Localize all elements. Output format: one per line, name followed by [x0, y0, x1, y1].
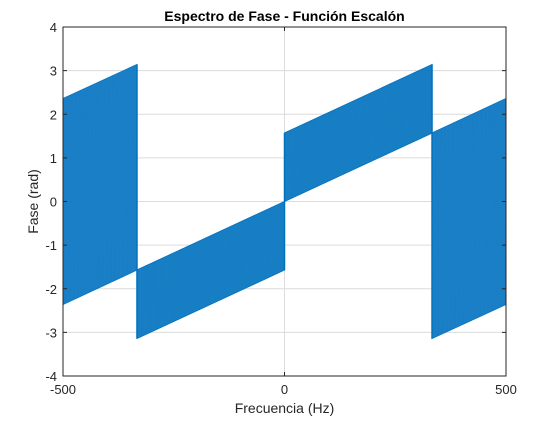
- y-tick-label-1: -3: [45, 325, 57, 340]
- y-tick-label-3: -1: [45, 238, 57, 253]
- ticks: -4 -3 -2 -1 0 1 2 3 4 -500 0 500: [45, 20, 516, 397]
- x-tick-label-2: 500: [495, 382, 517, 397]
- y-tick-label-4: 0: [50, 195, 57, 210]
- x-tick-label-1: 0: [281, 382, 288, 397]
- y-tick-label-5: 1: [50, 151, 57, 166]
- y-tick-label-6: 2: [50, 107, 57, 122]
- y-axis-label: Fase (rad): [25, 169, 41, 234]
- phase-trace-1: [136, 201, 285, 339]
- x-axis-label: Frecuencia (Hz): [235, 400, 335, 416]
- phase-trace-3: [431, 98, 507, 339]
- y-tick-label-0: -4: [45, 369, 57, 384]
- y-tick-label-8: 4: [50, 20, 57, 35]
- phase-trace-0: [62, 64, 138, 305]
- phase-trace-2: [284, 64, 433, 202]
- chart-title: Espectro de Fase - Función Escalón: [164, 8, 404, 24]
- data-series: [62, 63, 507, 340]
- x-tick-label-0: -500: [50, 382, 76, 397]
- y-tick-label-2: -2: [45, 282, 57, 297]
- y-tick-label-7: 3: [50, 64, 57, 79]
